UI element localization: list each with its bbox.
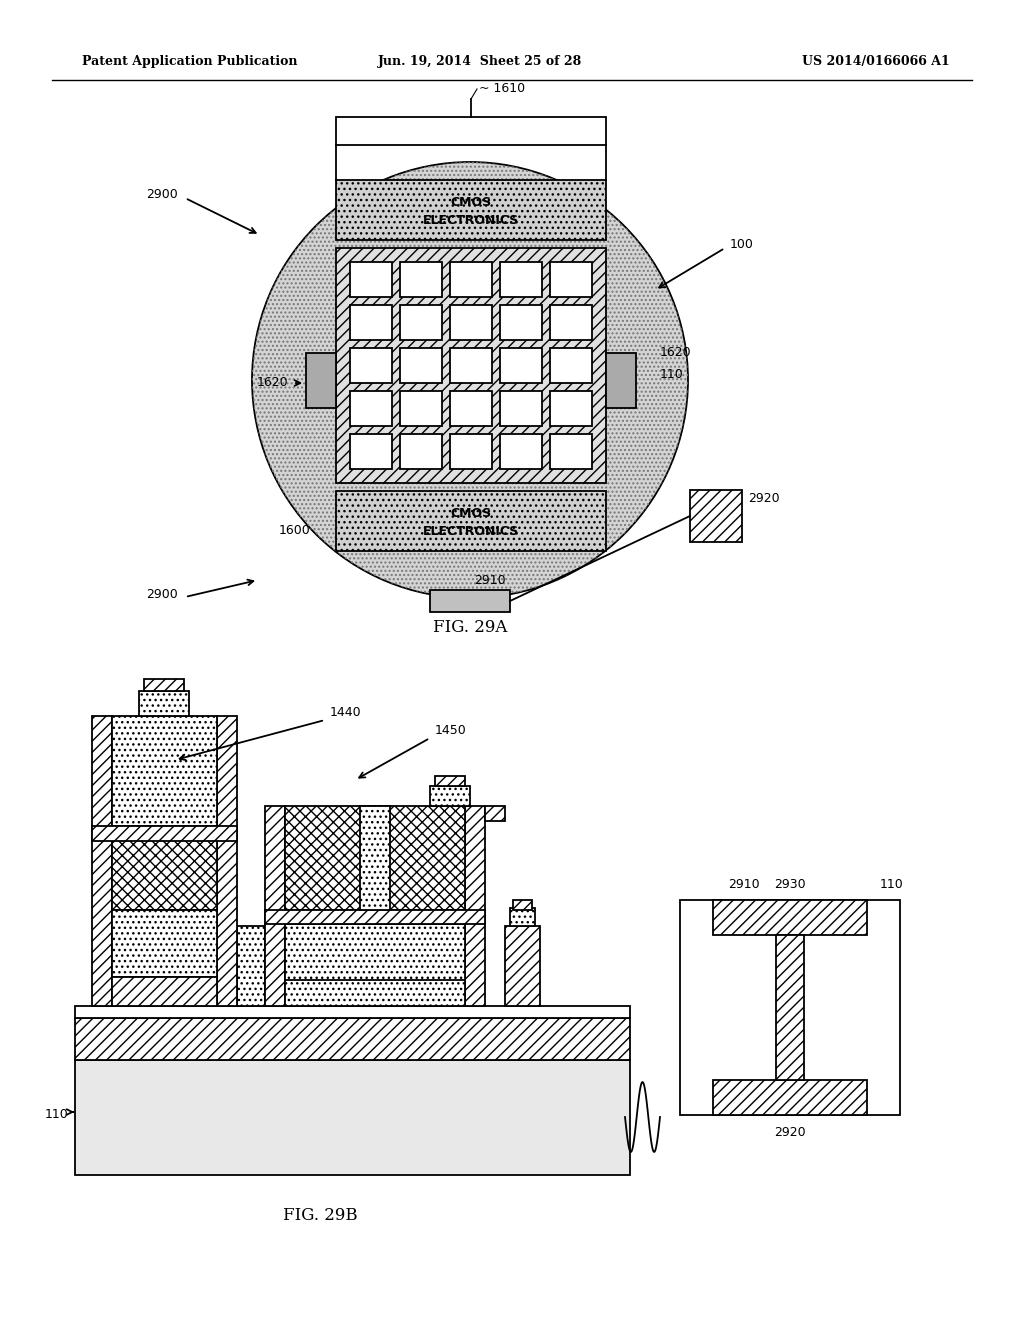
Text: ~ 1610: ~ 1610 — [479, 82, 525, 95]
Bar — [500, 305, 542, 341]
Bar — [265, 909, 485, 924]
Bar — [375, 807, 465, 909]
Text: US 2014/0166066 A1: US 2014/0166066 A1 — [802, 55, 950, 69]
Bar — [350, 391, 392, 426]
Text: 2920: 2920 — [748, 491, 779, 504]
Bar — [75, 1018, 630, 1060]
Bar — [550, 261, 592, 297]
Text: 2930: 2930 — [774, 879, 806, 891]
Bar — [505, 927, 540, 1006]
Text: 1620: 1620 — [660, 346, 691, 359]
Bar — [112, 838, 217, 911]
Text: 2910: 2910 — [728, 879, 760, 891]
Bar — [336, 180, 606, 240]
Bar — [713, 1080, 867, 1115]
Bar — [606, 352, 636, 408]
Bar — [450, 348, 492, 383]
Bar — [400, 305, 442, 341]
Text: Jun. 19, 2014  Sheet 25 of 28: Jun. 19, 2014 Sheet 25 of 28 — [378, 55, 582, 69]
Bar — [112, 977, 217, 1006]
Bar — [485, 807, 505, 821]
Bar — [75, 1060, 630, 1175]
Text: 1440: 1440 — [330, 706, 361, 719]
Bar — [285, 924, 465, 994]
Bar — [550, 348, 592, 383]
Text: FIG. 29A: FIG. 29A — [433, 619, 507, 636]
Bar — [500, 391, 542, 426]
Bar — [350, 261, 392, 297]
Bar — [435, 776, 465, 785]
Bar — [237, 927, 265, 1006]
Text: CMOS: CMOS — [451, 197, 492, 210]
Bar — [350, 305, 392, 341]
Bar — [350, 348, 392, 383]
Text: ELECTRONICS: ELECTRONICS — [423, 214, 519, 227]
Bar — [75, 1006, 630, 1018]
Bar — [400, 261, 442, 297]
Bar — [450, 391, 492, 426]
Bar — [360, 807, 390, 909]
Bar — [336, 248, 606, 483]
Bar — [450, 261, 492, 297]
Text: 2900: 2900 — [146, 189, 178, 202]
Text: 110: 110 — [660, 368, 684, 381]
Text: 2910: 2910 — [474, 573, 506, 586]
Bar — [112, 911, 217, 977]
Bar — [510, 908, 535, 927]
Bar — [680, 900, 900, 1115]
Bar — [306, 352, 336, 408]
Circle shape — [252, 162, 688, 598]
Text: 100: 100 — [730, 239, 754, 252]
Bar — [550, 434, 592, 469]
Bar — [430, 785, 470, 807]
Text: 110: 110 — [44, 1109, 68, 1122]
Text: 2920: 2920 — [774, 1126, 806, 1139]
Bar — [430, 590, 510, 612]
Text: 110: 110 — [880, 879, 904, 891]
Bar — [550, 305, 592, 341]
Text: 1450: 1450 — [435, 723, 467, 737]
Bar — [465, 807, 485, 1006]
Text: 2900: 2900 — [146, 589, 178, 602]
Bar — [500, 261, 542, 297]
Text: 1620: 1620 — [256, 376, 288, 389]
Bar — [92, 715, 112, 1006]
Text: 1600: 1600 — [279, 524, 310, 536]
Bar — [690, 490, 742, 543]
Text: ELECTRONICS: ELECTRONICS — [423, 525, 519, 539]
Bar — [400, 391, 442, 426]
Text: FIG. 29B: FIG. 29B — [283, 1206, 357, 1224]
Bar — [550, 391, 592, 426]
Bar — [450, 305, 492, 341]
Bar — [513, 900, 532, 909]
Bar — [500, 434, 542, 469]
Bar — [144, 678, 184, 690]
Bar — [139, 690, 189, 715]
Bar — [265, 807, 285, 1006]
Bar — [336, 117, 606, 145]
Bar — [336, 491, 606, 550]
Bar — [285, 807, 375, 909]
Bar — [350, 434, 392, 469]
Bar — [92, 826, 237, 841]
Bar — [285, 979, 465, 1006]
Text: CMOS: CMOS — [451, 507, 492, 520]
Bar — [713, 900, 867, 935]
Text: Patent Application Publication: Patent Application Publication — [82, 55, 298, 69]
Bar — [400, 434, 442, 469]
Bar — [217, 715, 237, 1006]
Bar — [400, 348, 442, 383]
Bar — [500, 348, 542, 383]
Bar — [112, 715, 217, 826]
Bar — [776, 935, 804, 1080]
Bar — [450, 434, 492, 469]
